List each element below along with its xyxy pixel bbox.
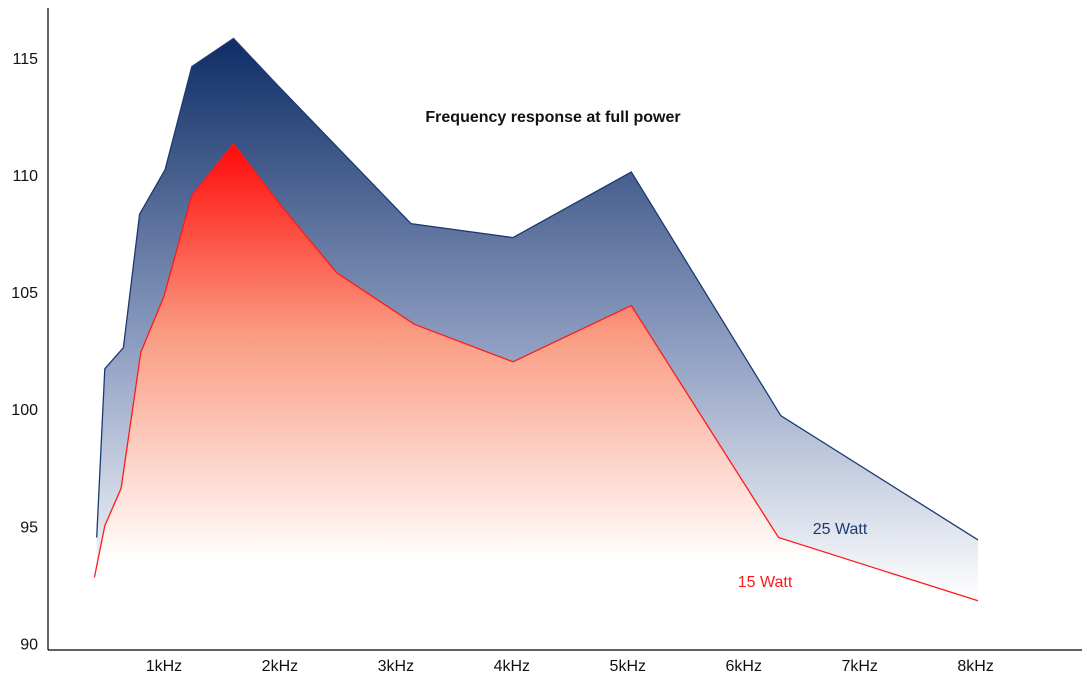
x-tick-label: 5kHz (610, 658, 646, 675)
x-tick-label: 2kHz (262, 658, 298, 675)
x-tick-label: 7kHz (841, 658, 877, 675)
x-tick-label: 8kHz (957, 658, 993, 675)
series-line (93, 142, 979, 602)
x-tick-label: 1kHz (146, 658, 182, 675)
y-tick-label: 90 (20, 637, 38, 654)
series-label: 25 Watt (813, 521, 868, 538)
area-fill (94, 143, 978, 650)
x-tick-label: 4kHz (494, 658, 530, 675)
y-tick-label: 115 (12, 51, 38, 68)
series-line (96, 37, 979, 541)
series-label: 15 Watt (738, 574, 793, 591)
y-tick-label: 105 (11, 285, 38, 302)
y-tick-label: 110 (12, 168, 38, 185)
x-tick-label: 3kHz (378, 658, 414, 675)
x-tick-label: 6kHz (726, 658, 762, 675)
y-tick-label: 95 (20, 519, 38, 536)
y-tick-label: 100 (11, 402, 38, 419)
chart-title: Frequency response at full power (425, 109, 680, 126)
